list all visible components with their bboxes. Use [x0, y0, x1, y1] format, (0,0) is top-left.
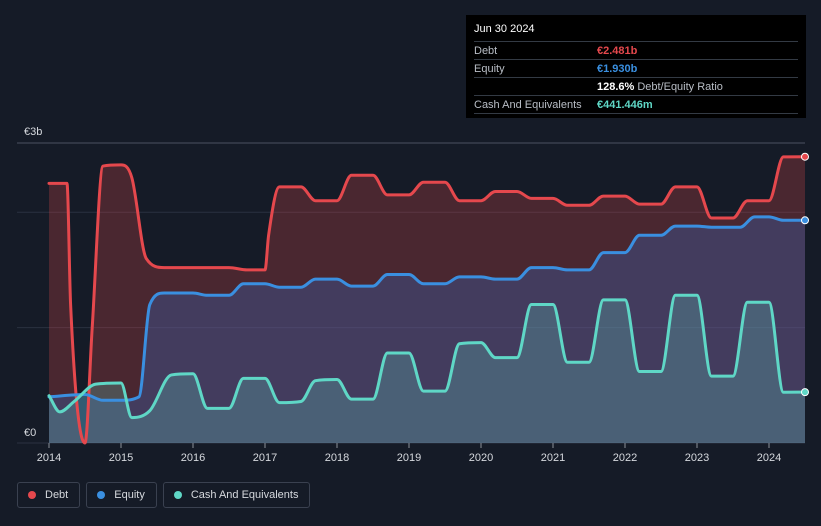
- x-tick-label: 2015: [109, 452, 133, 464]
- legend-item-cash[interactable]: Cash And Equivalents: [162, 482, 311, 508]
- y-tick-label: €0: [24, 427, 36, 439]
- data-tooltip: Jun 30 2024 Debt €2.481b Equity €1.930b …: [466, 15, 806, 118]
- grid-lines: [17, 142, 805, 444]
- legend-label-equity: Equity: [114, 489, 145, 501]
- y-tick-label: €3b: [24, 126, 42, 138]
- legend-label-cash: Cash And Equivalents: [190, 489, 299, 501]
- tooltip-ratio-value: 128.6%: [597, 80, 635, 93]
- tooltip-equity-label: Equity: [474, 62, 505, 75]
- line-debt: [47, 155, 807, 445]
- x-tick-label: 2023: [685, 452, 709, 464]
- legend-dot-debt: [28, 491, 36, 499]
- tooltip-cash-label: Cash And Equivalents: [474, 98, 582, 111]
- tooltip-debt-label: Debt: [474, 44, 498, 57]
- y-axis-ticks: €0 €3b: [24, 126, 42, 439]
- x-tick-label: 2022: [613, 452, 637, 464]
- tooltip-date: Jun 30 2024: [474, 23, 535, 35]
- legend-dot-cash: [173, 491, 182, 499]
- area-debt: [49, 156, 805, 443]
- chart-legend: Debt Equity Cash And Equivalents: [17, 482, 311, 508]
- x-axis-ticks: 2014 2015 2016 2017 2018 2019 2020 2021 2022 2023…: [37, 443, 781, 464]
- tooltip-row-debt: Debt €2.481b: [474, 41, 798, 59]
- x-tick-label: 2019: [397, 452, 421, 464]
- x-tick-label: 2017: [253, 452, 277, 464]
- x-tick-label: 2020: [469, 452, 493, 464]
- legend-label-debt: Debt: [45, 489, 69, 501]
- x-tick-label: 2024: [757, 452, 781, 464]
- tooltip-ratio-label: Debt/Equity Ratio: [637, 80, 723, 93]
- legend-item-debt[interactable]: Debt: [17, 482, 81, 508]
- area-cash: [49, 295, 805, 443]
- tooltip-debt-value: €2.481b: [597, 44, 638, 57]
- x-tick-label: 2016: [181, 452, 205, 464]
- line-cash: [47, 293, 807, 420]
- tooltip-row-equity: Equity €1.930b: [474, 59, 798, 77]
- tooltip-cash-value: €441.446m: [597, 98, 653, 111]
- legend-item-equity[interactable]: Equity: [86, 482, 157, 508]
- x-tick-label: 2021: [541, 452, 565, 464]
- series-endpoints: [801, 152, 809, 397]
- endpoint-cash: [801, 388, 809, 397]
- endpoint-debt: [801, 152, 809, 161]
- series-lines: [47, 155, 807, 445]
- tooltip-row-ratio: 128.6% Debt/Equity Ratio: [474, 77, 798, 95]
- x-tick-label: 2018: [325, 452, 349, 464]
- line-equity: [47, 215, 807, 402]
- x-tick-label: 2014: [37, 452, 61, 464]
- endpoint-equity: [801, 216, 809, 225]
- legend-dot-equity: [97, 491, 106, 499]
- tooltip-row-cash: Cash And Equivalents €441.446m: [474, 95, 798, 114]
- tooltip-equity-value: €1.930b: [597, 62, 638, 75]
